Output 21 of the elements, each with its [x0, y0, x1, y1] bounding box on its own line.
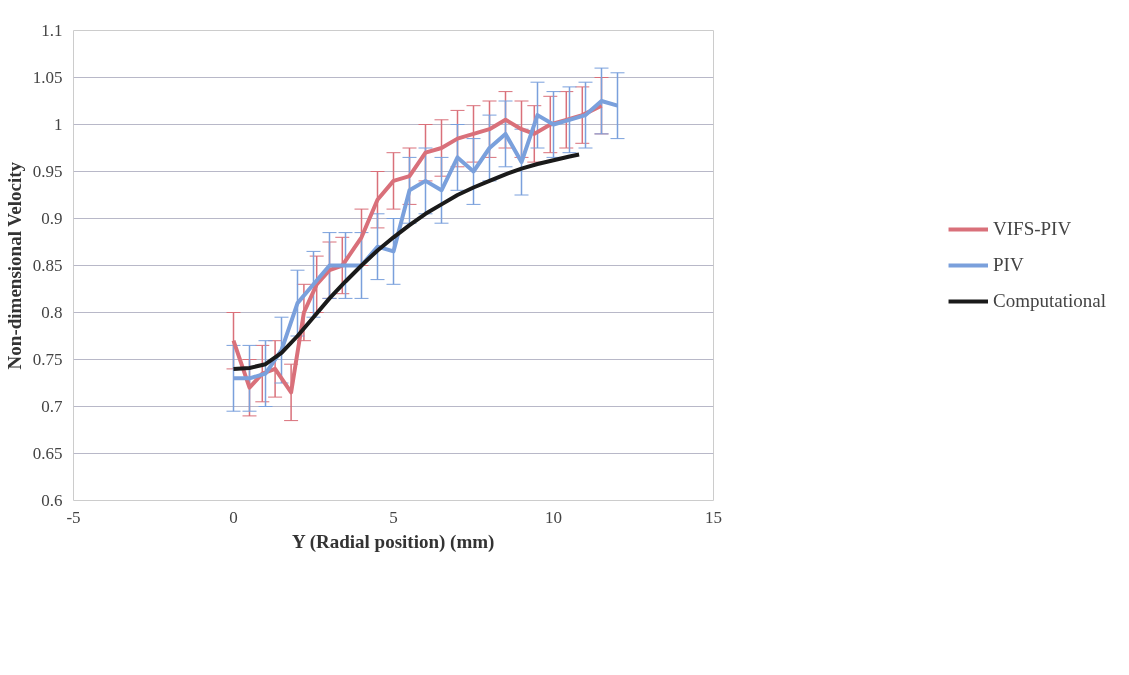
- legend-label: VIFS-PIV: [993, 218, 1072, 240]
- x-tick-label: 5: [389, 507, 398, 527]
- x-tick-label: 10: [545, 507, 562, 527]
- y-tick-label: 0.9: [41, 209, 63, 228]
- y-tick-label: 0.85: [32, 256, 63, 275]
- y-tick-label: 0.95: [32, 162, 63, 181]
- x-tick-label: 15: [705, 507, 722, 527]
- y-tick-label: 0.65: [32, 444, 63, 463]
- y-tick-label: 0.8: [41, 303, 63, 322]
- y-tick-label: 0.6: [41, 491, 63, 510]
- x-tick-label: 0: [229, 507, 238, 527]
- y-tick-label: 1.05: [32, 68, 63, 87]
- y-tick-label: 1.1: [41, 21, 63, 40]
- x-tick-label: -5: [66, 507, 81, 527]
- y-tick-label: 1: [54, 115, 63, 134]
- y-tick-label: 0.7: [41, 397, 63, 416]
- y-tick-label: 0.75: [32, 350, 63, 369]
- x-axis-title: Y (Radial position) (mm): [291, 530, 495, 553]
- y-axis-title: Non-dimensional Velocity: [3, 161, 25, 370]
- legend-label: Computational: [993, 290, 1106, 312]
- legend-label: PIV: [993, 254, 1024, 276]
